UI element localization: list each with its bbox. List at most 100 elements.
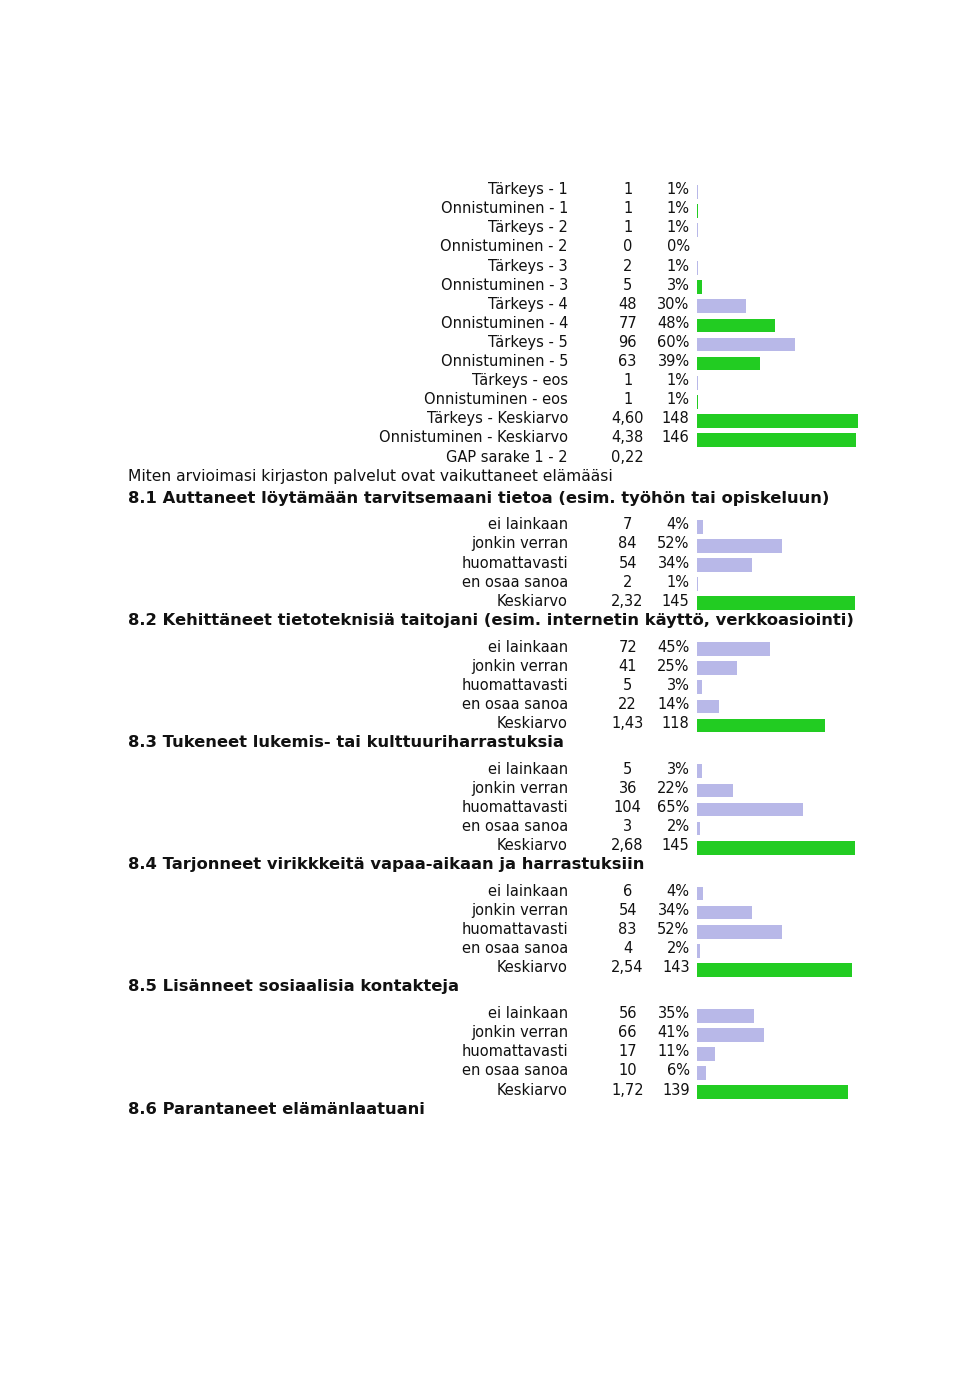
- Text: 4: 4: [623, 941, 633, 956]
- Text: jonkin verran: jonkin verran: [470, 537, 568, 552]
- Text: 48%: 48%: [658, 316, 689, 331]
- Text: 4,38: 4,38: [612, 431, 644, 445]
- Text: 8.1 Auttaneet löytämään tarvitsemaani tietoa (esim. työhön tai opiskeluun): 8.1 Auttaneet löytämään tarvitsemaani ti…: [128, 491, 829, 506]
- Bar: [697, 395, 698, 409]
- Bar: [697, 434, 855, 446]
- Text: 3: 3: [623, 819, 633, 834]
- Text: 3%: 3%: [667, 762, 689, 777]
- Bar: [697, 821, 700, 835]
- Text: 22: 22: [618, 696, 637, 712]
- Text: 72: 72: [618, 639, 637, 655]
- Text: 6: 6: [623, 884, 633, 899]
- Text: jonkin verran: jonkin verran: [470, 904, 568, 917]
- Text: 66: 66: [618, 1026, 636, 1040]
- Text: Miten arvioimasi kirjaston palvelut ovat vaikuttaneet elämääsi: Miten arvioimasi kirjaston palvelut ovat…: [128, 468, 612, 484]
- Bar: [697, 559, 753, 571]
- Text: 34%: 34%: [658, 904, 689, 917]
- Text: 146: 146: [661, 431, 689, 445]
- Text: 14%: 14%: [658, 696, 689, 712]
- Bar: [697, 520, 703, 534]
- Bar: [697, 414, 858, 428]
- Text: 8.5 Lisänneet sosiaalisia kontakteja: 8.5 Lisänneet sosiaalisia kontakteja: [128, 980, 459, 994]
- Text: 1: 1: [623, 202, 633, 217]
- Bar: [697, 338, 795, 352]
- Text: jonkin verran: jonkin verran: [470, 659, 568, 674]
- Text: Onnistuminen - 5: Onnistuminen - 5: [441, 354, 568, 370]
- Text: 1%: 1%: [666, 373, 689, 388]
- Text: Onnistuminen - eos: Onnistuminen - eos: [424, 392, 568, 407]
- Text: Tärkeys - 4: Tärkeys - 4: [489, 297, 568, 311]
- Text: Onnistuminen - 2: Onnistuminen - 2: [441, 239, 568, 254]
- Text: en osaa sanoa: en osaa sanoa: [462, 696, 568, 712]
- Bar: [697, 642, 770, 656]
- Bar: [697, 577, 698, 591]
- Text: huomattavasti: huomattavasti: [462, 678, 568, 692]
- Bar: [697, 681, 702, 694]
- Text: 36: 36: [618, 781, 636, 796]
- Text: 7: 7: [623, 517, 633, 532]
- Text: 5: 5: [623, 762, 633, 777]
- Text: 2,54: 2,54: [612, 960, 644, 976]
- Text: 83: 83: [618, 922, 636, 937]
- Bar: [697, 765, 702, 778]
- Text: 1: 1: [623, 392, 633, 407]
- Bar: [697, 906, 753, 920]
- Text: ei lainkaan: ei lainkaan: [488, 639, 568, 655]
- Bar: [697, 887, 703, 901]
- Bar: [697, 841, 854, 855]
- Text: 8.4 Tarjonneet virikkkeitä vapaa-aikaan ja harrastuksiin: 8.4 Tarjonneet virikkkeitä vapaa-aikaan …: [128, 858, 644, 873]
- Bar: [697, 802, 803, 816]
- Text: 54: 54: [618, 556, 636, 570]
- Text: 145: 145: [661, 594, 689, 609]
- Bar: [697, 963, 852, 977]
- Text: 60%: 60%: [658, 335, 689, 350]
- Text: en osaa sanoa: en osaa sanoa: [462, 574, 568, 589]
- Text: 8.3 Tukeneet lukemis- tai kulttuuriharrastuksia: 8.3 Tukeneet lukemis- tai kulttuuriharra…: [128, 735, 564, 751]
- Bar: [697, 784, 732, 798]
- Text: ei lainkaan: ei lainkaan: [488, 884, 568, 899]
- Text: GAP sarake 1 - 2: GAP sarake 1 - 2: [446, 449, 568, 464]
- Text: 39%: 39%: [658, 354, 689, 370]
- Text: 1%: 1%: [666, 259, 689, 274]
- Text: 145: 145: [661, 838, 689, 853]
- Text: 6%: 6%: [666, 1063, 689, 1079]
- Text: Onnistuminen - 1: Onnistuminen - 1: [441, 202, 568, 217]
- Text: en osaa sanoa: en osaa sanoa: [462, 1063, 568, 1079]
- Text: 3%: 3%: [667, 278, 689, 293]
- Text: 4%: 4%: [666, 517, 689, 532]
- Text: 35%: 35%: [658, 1006, 689, 1022]
- Text: 11%: 11%: [658, 1044, 689, 1059]
- Text: 34%: 34%: [658, 556, 689, 570]
- Bar: [697, 1029, 763, 1041]
- Text: 4,60: 4,60: [612, 411, 644, 427]
- Text: huomattavasti: huomattavasti: [462, 556, 568, 570]
- Text: 96: 96: [618, 335, 636, 350]
- Bar: [697, 1047, 714, 1061]
- Text: ei lainkaan: ei lainkaan: [488, 1006, 568, 1022]
- Text: 63: 63: [618, 354, 636, 370]
- Text: huomattavasti: huomattavasti: [462, 922, 568, 937]
- Bar: [697, 222, 698, 236]
- Text: 22%: 22%: [658, 781, 689, 796]
- Bar: [697, 1066, 707, 1080]
- Text: 5: 5: [623, 278, 633, 293]
- Text: 1: 1: [623, 182, 633, 197]
- Text: 48: 48: [618, 297, 636, 311]
- Text: 2%: 2%: [666, 819, 689, 834]
- Text: en osaa sanoa: en osaa sanoa: [462, 941, 568, 956]
- Text: Onnistuminen - 3: Onnistuminen - 3: [441, 278, 568, 293]
- Bar: [697, 924, 781, 938]
- Text: Tärkeys - 2: Tärkeys - 2: [488, 221, 568, 235]
- Text: 41%: 41%: [658, 1026, 689, 1040]
- Text: Keskiarvo: Keskiarvo: [497, 716, 568, 731]
- Text: en osaa sanoa: en osaa sanoa: [462, 819, 568, 834]
- Text: Tärkeys - eos: Tärkeys - eos: [471, 373, 568, 388]
- Text: 8.2 Kehittäneet tietoteknisiä taitojani (esim. internetin käyttö, verkkoasiointi: 8.2 Kehittäneet tietoteknisiä taitojani …: [128, 613, 853, 628]
- Text: Tärkeys - 3: Tärkeys - 3: [489, 259, 568, 274]
- Text: 5: 5: [623, 678, 633, 692]
- Text: 1%: 1%: [666, 202, 689, 217]
- Bar: [697, 357, 760, 371]
- Text: 77: 77: [618, 316, 637, 331]
- Text: 104: 104: [613, 801, 641, 815]
- Text: ei lainkaan: ei lainkaan: [488, 762, 568, 777]
